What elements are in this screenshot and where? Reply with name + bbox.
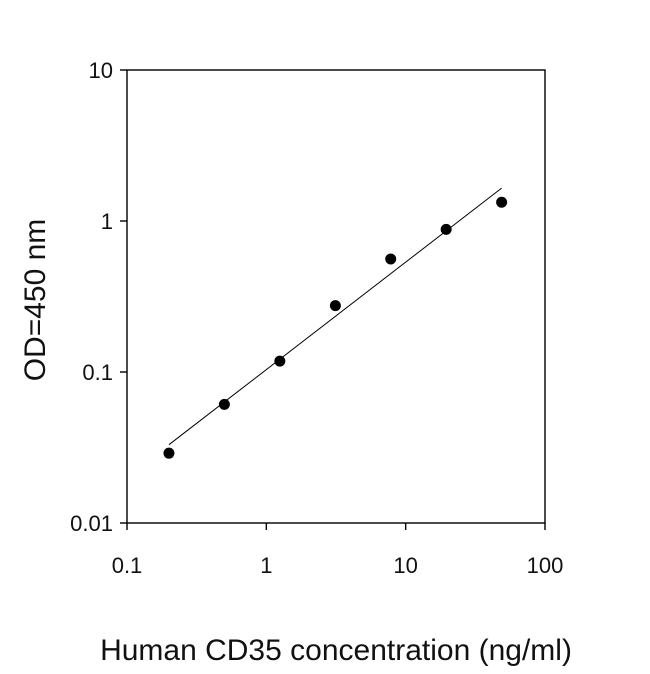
x-tick-label: 100 [527, 553, 564, 578]
data-point [440, 223, 452, 235]
y-tick-label: 1 [101, 209, 113, 234]
y-axis-label: OD=450 nm [19, 219, 52, 382]
plot-area [126, 69, 546, 524]
data-point [385, 253, 397, 265]
data-point [496, 196, 508, 208]
x-axis-tick-labels: 0.1 1 10 100 [112, 553, 564, 578]
data-point [163, 447, 175, 459]
fit-line-group [168, 187, 502, 446]
y-tick-label: 0.1 [82, 360, 113, 385]
data-points [163, 196, 508, 459]
x-axis-ticks [126, 523, 546, 530]
data-point [218, 398, 230, 410]
data-point [329, 300, 341, 312]
y-axis-tick-labels: 0.01 0.1 1 10 [70, 58, 113, 536]
y-tick-label: 10 [89, 58, 113, 83]
y-axis-ticks [120, 69, 127, 524]
fit-line [168, 187, 502, 446]
x-axis-label: Human CD35 concentration (ng/ml) [100, 634, 572, 667]
data-point [274, 355, 286, 367]
x-tick-label: 1 [260, 553, 272, 578]
x-tick-label: 10 [393, 553, 417, 578]
x-tick-label: 0.1 [112, 553, 143, 578]
y-tick-label: 0.01 [70, 511, 113, 536]
